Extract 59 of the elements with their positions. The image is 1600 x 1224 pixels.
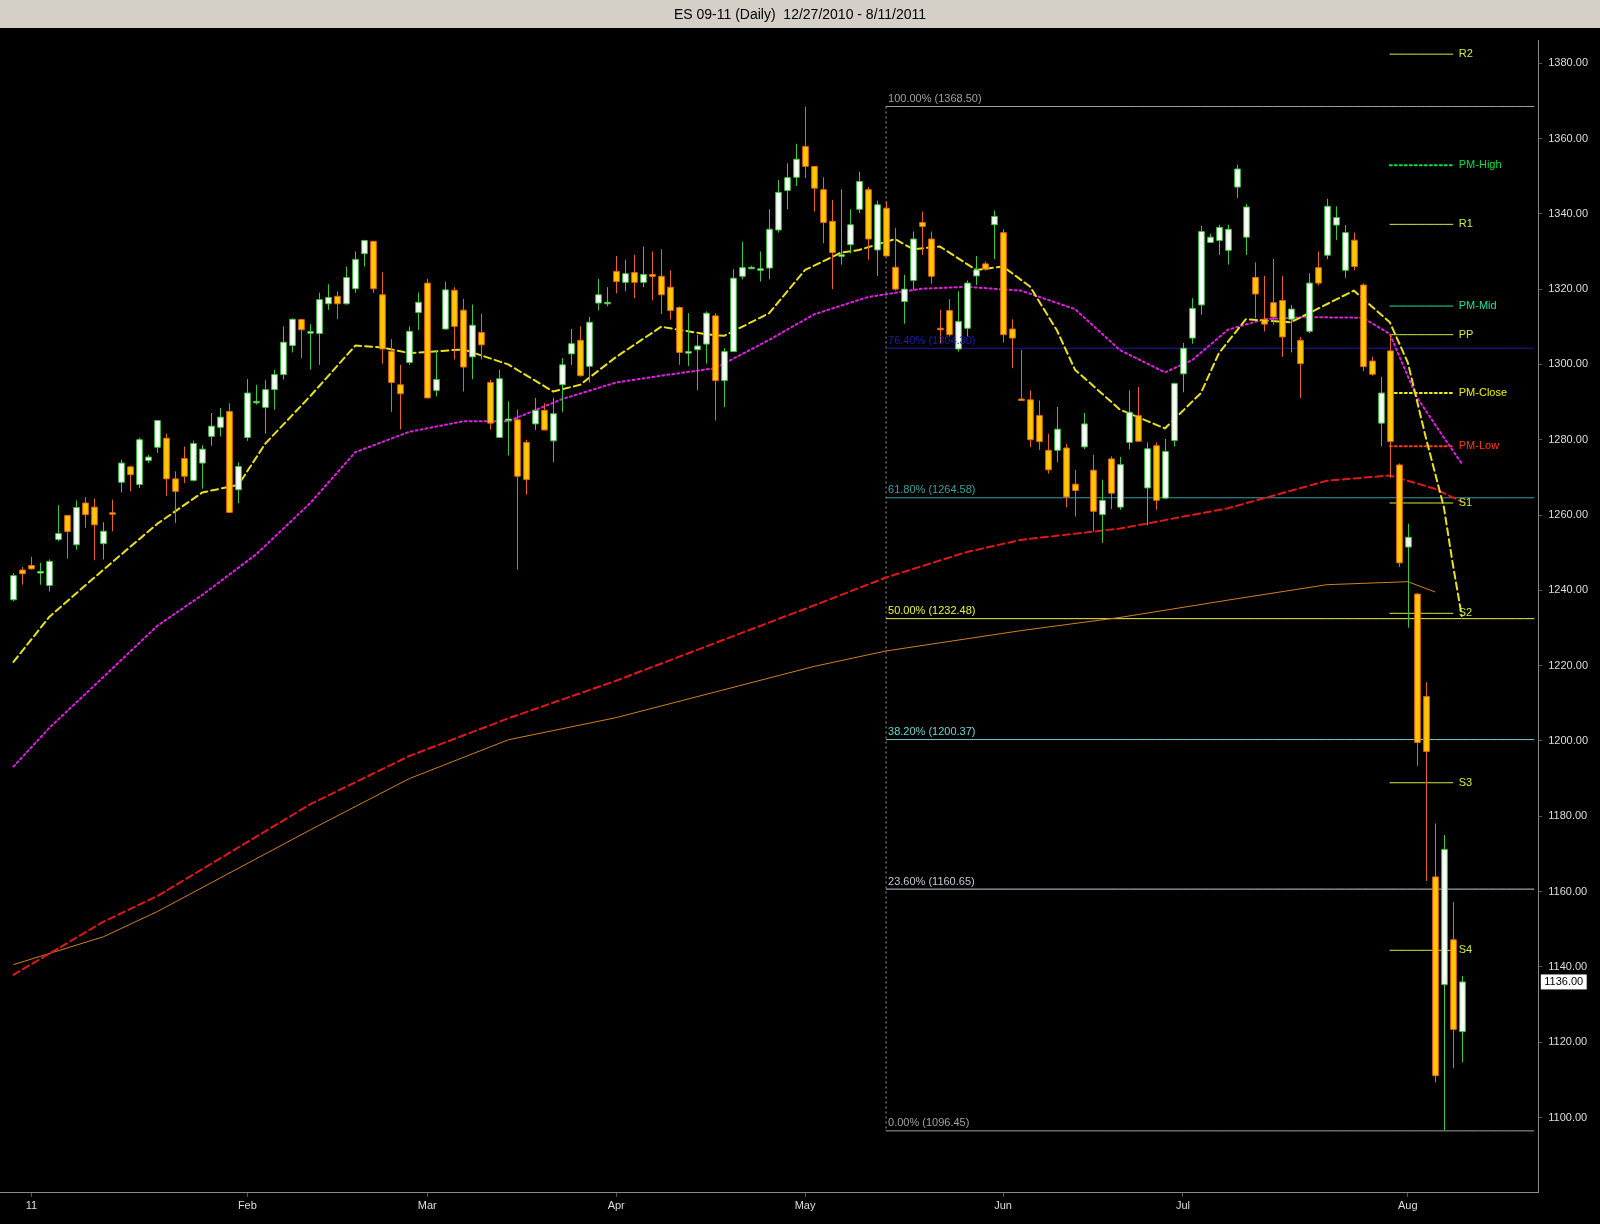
x-tick-label: Aug <box>1398 1199 1418 1212</box>
series-label: S3 <box>1458 775 1473 788</box>
x-tick-label: 11 <box>25 1199 38 1212</box>
y-tick-label: 1280.00 <box>1548 432 1588 445</box>
candlestick <box>172 470 179 524</box>
y-tick-label: 1360.00 <box>1548 131 1588 144</box>
series-label: 38.20% (1200.37) <box>888 725 976 738</box>
candlestick <box>181 446 188 484</box>
series-label: PP <box>1458 327 1474 340</box>
y-tick-label: 1300.00 <box>1548 357 1588 370</box>
y-tick-label: 1340.00 <box>1548 206 1588 219</box>
y-tick-label: 1320.00 <box>1548 282 1588 295</box>
candlestick <box>784 162 791 210</box>
series-label: 61.80% (1264.58) <box>888 483 976 496</box>
candlestick <box>1333 205 1340 241</box>
y-tick-label: 1260.00 <box>1548 508 1588 521</box>
candlestick <box>757 250 764 283</box>
candlestick <box>109 499 116 532</box>
series-label: PM-Low <box>1458 439 1500 452</box>
series-label: PM-Mid <box>1458 299 1497 312</box>
x-tick-label: Apr <box>607 1199 626 1212</box>
x-tick-label: Jun <box>994 1199 1012 1212</box>
x-tick-label: Jul <box>1175 1199 1190 1212</box>
x-tick-label: May <box>794 1199 816 1212</box>
y-tick-label: 1160.00 <box>1548 884 1588 897</box>
y-tick-label: 1380.00 <box>1548 56 1588 69</box>
candlestick <box>838 188 845 266</box>
y-tick-label: 1240.00 <box>1548 583 1588 596</box>
series-label: R2 <box>1458 47 1473 60</box>
series-label: 50.00% (1232.48) <box>888 604 976 617</box>
text: 1136.00 <box>1544 974 1584 987</box>
series-label: S2 <box>1458 606 1473 619</box>
y-tick-label: 1140.00 <box>1548 959 1588 972</box>
candlestick <box>685 312 692 367</box>
y-tick-label: 1120.00 <box>1548 1035 1588 1048</box>
candlestick <box>739 241 746 280</box>
candlestick <box>433 349 440 397</box>
series-label: S4 <box>1458 943 1473 956</box>
x-tick-label: Mar <box>417 1199 438 1212</box>
candlestick <box>595 278 602 312</box>
y-tick-label: 1100.00 <box>1548 1110 1588 1123</box>
series-label: PM-High <box>1458 158 1502 171</box>
series-label: 0.00% (1096.45) <box>888 1116 970 1129</box>
candlestick <box>1315 250 1322 286</box>
x-tick-label: Feb <box>237 1199 257 1212</box>
candlestick <box>55 504 62 542</box>
y-tick-label: 1200.00 <box>1548 733 1588 746</box>
y-tick-label: 1220.00 <box>1548 658 1588 671</box>
candlestick <box>262 379 269 435</box>
candlestick <box>307 323 314 371</box>
candlestick <box>622 259 629 292</box>
y-tick-label: 1180.00 <box>1548 809 1588 822</box>
series-label: PM-Close <box>1458 386 1508 399</box>
series-label: 100.00% (1368.50) <box>888 92 982 105</box>
series-label: R1 <box>1458 217 1473 230</box>
candlestick <box>631 254 638 299</box>
series-label: S1 <box>1458 496 1473 509</box>
series-label: 23.60% (1160.65) <box>888 874 975 887</box>
chart-title: ES 09-11 (Daily) 12/27/2010 - 8/11/2011 <box>0 0 1600 28</box>
